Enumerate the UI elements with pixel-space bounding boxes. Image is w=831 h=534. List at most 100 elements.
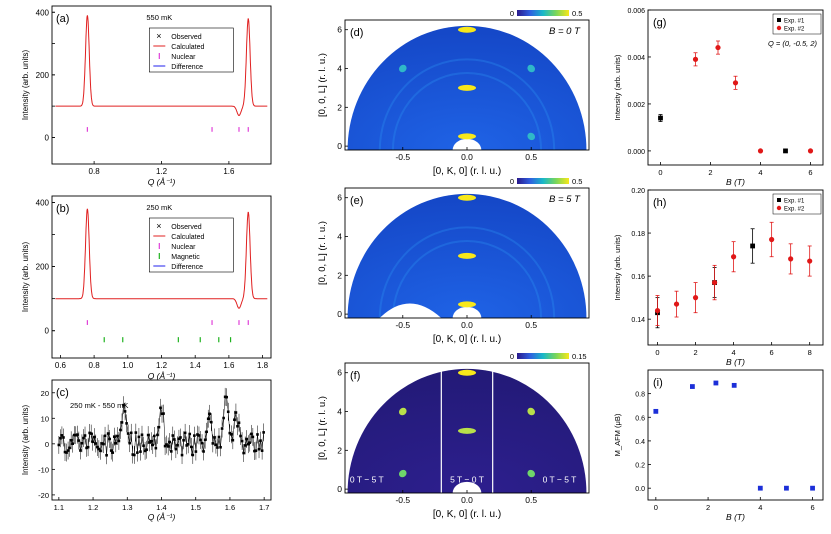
panel-label: (h) — [653, 197, 666, 209]
panel-f: 0 T − 5 T 5 T − 0 T 0 T − 5 T -0.5 0.0 0.5 0 2 4… — [317, 352, 590, 520]
y-tick-label: 2 — [337, 270, 342, 280]
legend-entry: Exp. #2 — [784, 27, 805, 33]
y-tick-label: 4 — [337, 64, 342, 74]
x-tick-label: 0 — [654, 503, 658, 512]
x-tick-label: 4 — [758, 168, 762, 177]
beamstop-region — [452, 481, 482, 493]
data-point — [711, 279, 718, 286]
x-tick-label: 0.0 — [461, 495, 473, 505]
y-axis-label: Intensity (arb. units) — [613, 54, 622, 120]
region-label: 0 T − 5 T — [543, 474, 577, 484]
legend-symbol — [777, 198, 781, 202]
data-point — [810, 485, 815, 491]
x-tick-label: 1.5 — [191, 503, 201, 512]
panel-g: 0 2 4 6 0.000 0.002 0.004 0.006 Intensity (arb. … — [613, 8, 824, 187]
data-point — [692, 295, 699, 301]
data-point — [769, 236, 775, 243]
legend-symbol — [777, 18, 781, 22]
colorbar-min: 0 — [510, 352, 514, 361]
data-point — [139, 450, 142, 453]
panel-label: (g) — [653, 17, 666, 29]
powder-ring — [378, 226, 556, 319]
bragg-spot — [458, 252, 476, 259]
y-tick-label: 0.16 — [631, 274, 645, 281]
panel-e: -0.5 0.0 0.5 0 2 4 6 [0, 0, L] (r. l. u.) [0, K,… — [317, 177, 590, 345]
colorbar-min: 0 — [510, 177, 514, 186]
y-tick-label: 0.2 — [635, 463, 645, 470]
x-tick-label: 2 — [708, 168, 712, 177]
data-point — [692, 56, 699, 62]
x-tick-label: 1.6 — [223, 167, 235, 176]
x-tick-label: 1.6 — [223, 361, 235, 370]
y-tick-label: 0.14 — [631, 317, 645, 324]
y-tick-label: 0.006 — [627, 8, 645, 15]
bragg-spot — [458, 194, 476, 201]
colorbar — [517, 178, 569, 184]
powder-ring — [391, 72, 543, 151]
y-tick-label: 0 — [45, 133, 50, 142]
x-tick-label: 1.1 — [54, 503, 64, 512]
panel-label: (b) — [56, 203, 69, 215]
data-point — [654, 307, 661, 314]
legend-box — [772, 193, 822, 215]
legend-entry: Difference — [171, 264, 203, 271]
y-tick-label: 0 — [45, 440, 49, 449]
powder-ring — [391, 240, 543, 319]
y-tick-label: 0 — [45, 327, 50, 336]
data-point — [673, 301, 680, 307]
panel-label: (f) — [350, 370, 360, 382]
data-point — [757, 485, 763, 491]
data-point — [757, 148, 764, 154]
bragg-spot — [458, 369, 476, 376]
x-tick-label: 6 — [770, 348, 774, 357]
x-axis-label: Q (Å⁻¹) — [148, 512, 176, 522]
legend-entry: Calculated — [171, 234, 204, 241]
y-tick-label: 200 — [36, 263, 50, 272]
y-tick-label: 4 — [337, 232, 342, 242]
bragg-spot — [527, 64, 536, 73]
data-point — [807, 148, 814, 154]
bragg-spot — [398, 469, 407, 478]
y-tick-label: 4 — [337, 407, 342, 417]
panel-b: 0.6 0.8 1.0 1.2 1.4 1.6 1.8 0 200 400 Intensity (a… — [21, 196, 272, 381]
x-tick-label: 0.0 — [461, 152, 473, 162]
data-point — [136, 451, 139, 454]
temperature-annotation: 550 mK — [146, 13, 172, 22]
x-tick-label: 1.2 — [88, 503, 98, 512]
y-tick-label: 0.6 — [635, 415, 645, 422]
legend-symbol — [776, 205, 782, 211]
y-tick-label: 0 — [337, 309, 342, 319]
bragg-spot — [458, 26, 476, 33]
data-point — [750, 243, 756, 249]
legend-entry: Nuclear — [171, 54, 196, 61]
x-tick-label: 1.4 — [190, 361, 202, 370]
x-tick-label: 2 — [693, 348, 697, 357]
data-point — [658, 115, 663, 121]
y-tick-label: 2 — [337, 445, 342, 455]
beamstop-region — [452, 306, 482, 318]
bragg-spot — [398, 407, 407, 416]
y-tick-label: 400 — [36, 8, 50, 17]
y-tick-label: 6 — [337, 25, 342, 35]
data-point — [262, 431, 265, 434]
x-tick-label: 1.2 — [156, 361, 168, 370]
legend-entry: Difference — [171, 64, 203, 71]
x-tick-label: 4 — [732, 348, 736, 357]
bragg-spot — [527, 132, 536, 141]
field-annotation: B = 5 T — [549, 194, 581, 205]
panel-d: -0.5 0.0 0.5 0 2 4 6 [0, 0, L] (r. l. u.) [0, K,… — [317, 9, 590, 177]
data-line — [58, 396, 264, 456]
data-point — [653, 408, 659, 414]
panel-label: (e) — [350, 195, 363, 207]
x-tick-label: 1.7 — [259, 503, 269, 512]
beamstop-region — [452, 138, 482, 150]
y-axis-label: [0, 0, L] (r. l. u.) — [317, 221, 328, 285]
x-tick-label: 0.6 — [55, 361, 67, 370]
y-tick-label: -20 — [38, 491, 49, 500]
bragg-spot — [458, 301, 476, 308]
x-axis-label: B (T) — [726, 512, 745, 522]
legend-box — [149, 27, 234, 73]
legend-box — [772, 13, 822, 35]
panel-label: (a) — [56, 13, 69, 25]
